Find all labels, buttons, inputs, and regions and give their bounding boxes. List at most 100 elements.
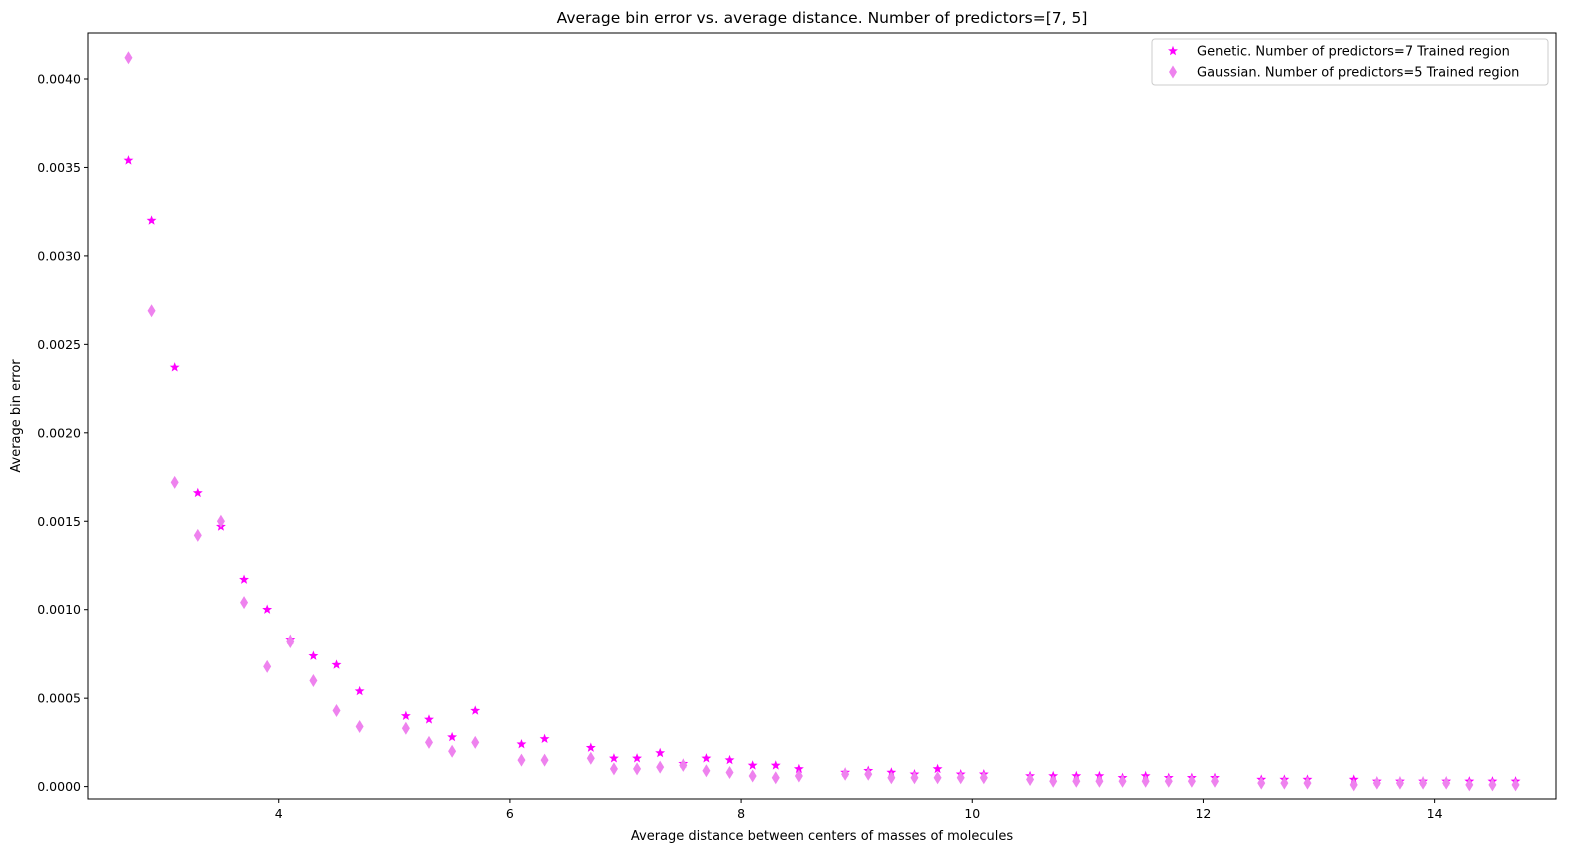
genetic-data-point (146, 215, 157, 225)
gaussian-data-point (656, 760, 665, 774)
y-tick-label: 0.0015 (37, 514, 81, 529)
y-tick-label: 0.0035 (37, 160, 81, 175)
gaussian-data-point (124, 51, 133, 65)
gaussian-data-point (1280, 776, 1289, 790)
gaussian-data-point (1026, 773, 1035, 787)
gaussian-data-point (1072, 774, 1081, 788)
gaussian-data-point (1211, 774, 1220, 788)
plot-marks (123, 51, 1521, 792)
legend: Genetic. Number of predictors=7 Trained … (1151, 38, 1549, 86)
gaussian-data-point (240, 596, 249, 610)
gaussian-data-point (887, 771, 896, 785)
x-tick-label: 10 (964, 806, 980, 821)
genetic-data-point (192, 487, 203, 498)
gaussian-data-point (448, 744, 457, 758)
gaussian-data-point (1395, 776, 1404, 790)
legend-label: Genetic. Number of predictors=7 Trained … (1197, 45, 1510, 60)
genetic-data-point (447, 731, 458, 742)
genetic-data-point (516, 738, 527, 749)
x-axis-label: Average distance between centers of mass… (631, 829, 1013, 844)
gaussian-data-point (216, 514, 225, 528)
gaussian-data-point (1141, 774, 1150, 788)
gaussian-data-point (609, 762, 618, 776)
gaussian-data-point (193, 528, 202, 542)
gaussian-data-point (286, 635, 295, 649)
legend-label: Gaussian. Number of predictors=5 Trained… (1197, 66, 1519, 81)
genetic-data-point (585, 742, 596, 752)
genetic-data-point (608, 753, 619, 763)
gaussian-data-point (841, 767, 850, 781)
genetic-data-point (655, 747, 666, 758)
gaussian-data-point (355, 719, 364, 733)
genetic-data-point (747, 760, 758, 770)
genetic-data-point (932, 763, 943, 774)
legend-marker-gaussian (1169, 65, 1177, 79)
y-tick-label: 0.0010 (37, 602, 81, 617)
series-1-points (123, 155, 1521, 786)
gaussian-data-point (309, 673, 318, 687)
gaussian-data-point (771, 771, 780, 785)
gaussian-data-point (147, 304, 156, 318)
gaussian-data-point (910, 771, 919, 785)
y-tick-label: 0.0005 (37, 691, 81, 706)
gaussian-data-point (702, 764, 711, 778)
genetic-data-point (770, 760, 781, 770)
y-tick-label: 0.0000 (37, 779, 81, 794)
chart-title: Average bin error vs. average distance. … (557, 9, 1088, 27)
gaussian-data-point (1049, 774, 1058, 788)
y-tick-label: 0.0040 (37, 71, 81, 86)
gaussian-data-point (586, 751, 595, 765)
gaussian-data-point (1465, 778, 1474, 792)
gaussian-data-point (979, 771, 988, 785)
gaussian-data-point (1349, 778, 1358, 792)
genetic-data-point (424, 714, 434, 724)
genetic-data-point (724, 754, 735, 765)
gaussian-data-point (1257, 776, 1266, 790)
gaussian-data-point (1303, 776, 1312, 790)
gaussian-data-point (471, 735, 480, 749)
x-tick-label: 4 (275, 806, 283, 821)
x-axis: 4 6 8 10 12 14 (275, 799, 1443, 821)
gaussian-data-point (748, 769, 757, 783)
legend-frame (1151, 38, 1549, 86)
y-tick-label: 0.0020 (37, 425, 81, 440)
y-tick-label: 0.0025 (37, 337, 81, 352)
genetic-data-point (354, 685, 365, 696)
y-axis: 0.0000 0.0005 0.0010 0.0015 0.0020 0.0025 0.00… (37, 71, 88, 794)
gaussian-data-point (332, 704, 341, 718)
gaussian-data-point (956, 771, 965, 785)
gaussian-data-point (1187, 774, 1196, 788)
gaussian-data-point (424, 735, 433, 749)
gaussian-data-point (679, 758, 688, 772)
gaussian-data-point (1442, 776, 1451, 790)
legend-marker-genetic (1168, 45, 1178, 56)
y-tick-label: 0.0030 (37, 248, 81, 263)
genetic-data-point (470, 705, 481, 715)
genetic-data-point (123, 155, 134, 165)
gaussian-data-point (1372, 776, 1381, 790)
genetic-data-point (239, 574, 249, 584)
gaussian-data-point (170, 475, 179, 489)
gaussian-data-point (1164, 774, 1173, 788)
genetic-data-point (331, 659, 342, 669)
x-tick-label: 6 (506, 806, 514, 821)
gaussian-data-point (517, 753, 526, 767)
gaussian-data-point (725, 765, 734, 779)
gaussian-data-point (1419, 776, 1428, 790)
x-tick-label: 8 (737, 806, 745, 821)
series-2-points (124, 51, 1520, 792)
genetic-data-point (308, 650, 319, 660)
gaussian-data-point (864, 767, 873, 781)
gaussian-data-point (794, 769, 803, 783)
genetic-data-point (701, 753, 712, 763)
genetic-data-point (793, 763, 804, 774)
x-tick-label: 14 (1427, 806, 1443, 821)
gaussian-data-point (1118, 774, 1127, 788)
gaussian-data-point (401, 721, 410, 735)
plot-area-frame (87, 32, 1557, 800)
gaussian-data-point (1488, 778, 1497, 792)
gaussian-data-point (263, 659, 272, 673)
genetic-data-point (632, 753, 642, 763)
gaussian-data-point (1511, 778, 1520, 792)
